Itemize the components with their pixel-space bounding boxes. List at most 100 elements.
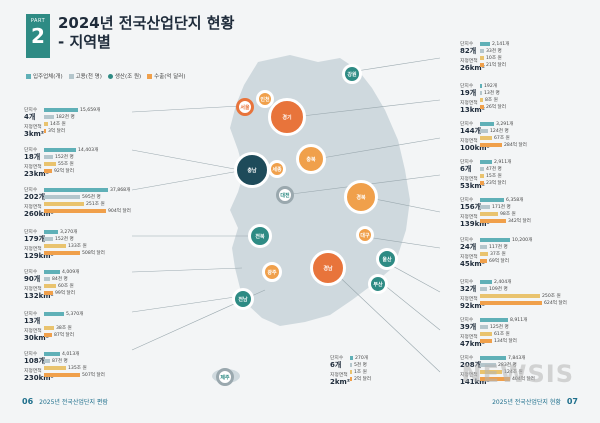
- export-bar: [480, 105, 484, 109]
- complex-count: 90개: [24, 275, 41, 283]
- prod-bar: [480, 56, 484, 60]
- complex-count: 156개: [460, 203, 482, 211]
- company-bar: [480, 198, 504, 202]
- watermark: NEWSIS: [461, 360, 574, 388]
- export-bar: [44, 129, 46, 133]
- designated-area: 53km²: [460, 182, 485, 190]
- designated-area: 141km²: [460, 378, 490, 386]
- company-bar: [44, 270, 60, 274]
- complex-count: 179개: [24, 235, 46, 243]
- designated-area: 13km²: [460, 106, 485, 114]
- prod-bar: [44, 202, 84, 206]
- employ-bar: [480, 167, 484, 171]
- prod-bar: [44, 284, 56, 288]
- page-title: 2024년 전국산업단지 현황 - 지역별: [58, 14, 234, 52]
- region-gangwon: 강원: [342, 64, 362, 84]
- prod-bar: [44, 326, 54, 330]
- region-card-jeonnam: 단지수 108개 지정면적 230km² 4,013개 87천 명 135조 원…: [24, 352, 105, 382]
- export-bar: [350, 377, 352, 381]
- designated-area: 30km²: [24, 334, 49, 342]
- legend-item-employ: 고용(천 명): [68, 72, 102, 80]
- region-ulsan: 울산: [376, 248, 398, 270]
- company-bar: [480, 280, 492, 284]
- complex-count: 6개: [460, 165, 472, 173]
- designated-area: 26km²: [460, 64, 485, 72]
- complex-count: 4개: [24, 113, 36, 121]
- footer-left: 06 2025년 전국산업단지 편람: [22, 397, 108, 406]
- prod-bar: [480, 370, 502, 374]
- region-card-jeonbuk: 단지수 90개 지정면적 132km² 4,009개 84천 명 60조 원 9…: [24, 270, 80, 300]
- designated-area: 3km²: [24, 130, 44, 138]
- legend: 입주업체(개) 고용(천 명) 생산(조 원) 수출(억 달러): [26, 72, 186, 80]
- export-bar: [480, 259, 487, 263]
- company-bar: [480, 238, 510, 242]
- region-card-sejong: 단지수 19개 지정면적 13km² 192개 13천 명 8조 원 26억 달…: [460, 84, 506, 114]
- title-line-2: - 지역별: [58, 33, 111, 51]
- designated-area: 132km²: [24, 292, 54, 300]
- prod-bar: [480, 294, 540, 298]
- complex-count: 39개: [460, 323, 477, 331]
- export-bar: [480, 63, 484, 67]
- part-label: PART: [30, 18, 46, 24]
- employ-bar: [480, 325, 488, 329]
- company-bar: [44, 352, 60, 356]
- complex-count: 18개: [24, 153, 41, 161]
- employ-bar: [480, 49, 484, 53]
- export-bar: [44, 209, 106, 213]
- region-card-daejeon: 단지수 6개 지정면적 53km² 2,911개 47천 명 15조 원 23억…: [460, 160, 512, 190]
- complex-count: 208개: [460, 361, 482, 369]
- region-jeonnam: 전남: [232, 288, 254, 310]
- export-bar: [44, 291, 53, 295]
- export-bar: [44, 333, 52, 337]
- region-card-seoul: 단지수 4개 지정면적 3km² 15,659개 182천 명 14조 원 3억…: [24, 108, 101, 138]
- region-card-gwangju: 단지수 13개 지정면적 30km² 5,370개 38조 원 87억 달러: [24, 312, 84, 342]
- complex-count: 19개: [460, 89, 477, 97]
- complex-count: 144개: [460, 127, 482, 135]
- complex-count: 108개: [24, 357, 46, 365]
- designated-area: 260km²: [24, 210, 54, 218]
- designated-area: 2km²: [330, 378, 350, 386]
- employ-bar: [44, 195, 80, 199]
- company-bar: [44, 188, 108, 192]
- region-gyeongnam: 경남: [310, 250, 346, 286]
- ship-icon: [147, 74, 153, 79]
- company-bar: [44, 312, 64, 316]
- title-line-1: 2024년 전국산업단지 현황: [58, 14, 235, 32]
- region-jeonbuk: 전북: [248, 224, 272, 248]
- prod-bar: [480, 136, 492, 140]
- employ-bar: [44, 155, 53, 159]
- designated-area: 92km²: [460, 302, 485, 310]
- prod-bar: [480, 174, 484, 178]
- employ-bar: [44, 237, 53, 241]
- prod-bar: [480, 252, 488, 256]
- region-card-gyeonggi: 단지수 202개 지정면적 260km² 37,868개 595천 명 251조…: [24, 188, 131, 218]
- designated-area: 23km²: [24, 170, 49, 178]
- employ-bar: [480, 363, 496, 367]
- region-gwangju: 광주: [262, 262, 282, 282]
- company-bar: [480, 42, 490, 46]
- export-bar: [480, 377, 510, 381]
- region-busan: 부산: [368, 274, 388, 294]
- region-card-gangwon: 단지수 82개 지정면적 26km² 2,141개 33천 명 10조 원 21…: [460, 42, 510, 72]
- export-bar: [480, 143, 502, 147]
- prod-bar: [44, 366, 66, 370]
- company-bar: [44, 108, 78, 112]
- company-bar: [350, 356, 353, 360]
- designated-area: 139km²: [460, 220, 490, 228]
- export-bar: [480, 219, 506, 223]
- region-card-chungbuk: 단지수 144개 지정면적 100km² 3,291개 124천 명 67조 원…: [460, 122, 527, 152]
- company-bar: [480, 122, 494, 126]
- prod-bar: [480, 332, 492, 336]
- region-jeju: 제주: [216, 368, 234, 386]
- page-number-right: 07: [566, 397, 578, 406]
- page-number-left: 06: [22, 397, 34, 406]
- complex-count: 202개: [24, 193, 46, 201]
- export-bar: [44, 251, 80, 255]
- region-daejeon: 대전: [276, 186, 294, 204]
- company-bar: [480, 84, 482, 88]
- footer-right: 2025년 전국산업단지 현황 07: [492, 397, 578, 406]
- region-card-jeju: 단지수 6개 지정면적 2km² 270개 5천 명 1조 원 2억 달러: [330, 356, 372, 386]
- export-bar: [480, 181, 484, 185]
- complex-count: 13개: [24, 317, 41, 325]
- designated-area: 230km²: [24, 374, 54, 382]
